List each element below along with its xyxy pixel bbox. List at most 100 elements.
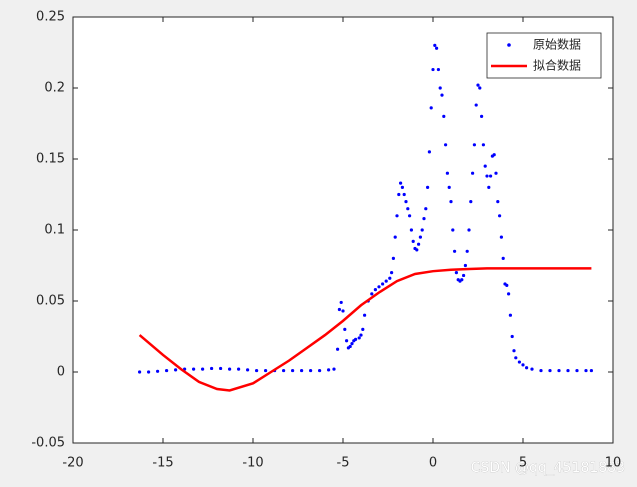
data-point — [449, 200, 453, 204]
data-point — [417, 242, 421, 246]
data-point — [343, 327, 347, 331]
data-point — [397, 192, 401, 197]
legend-label: 原始数据 — [533, 37, 581, 52]
data-point — [438, 86, 442, 90]
data-point — [589, 368, 594, 373]
data-point — [422, 217, 426, 221]
data-point — [435, 46, 439, 50]
x-tick-label: -20 — [62, 456, 83, 471]
data-point — [499, 235, 503, 239]
data-point — [440, 93, 444, 97]
data-point — [357, 336, 361, 340]
x-tick-label: 10 — [605, 456, 622, 471]
data-point — [282, 368, 286, 373]
data-point — [530, 367, 534, 371]
legend-box — [486, 32, 602, 79]
data-point — [454, 271, 458, 275]
data-point — [350, 342, 354, 346]
data-point — [332, 367, 336, 371]
data-point — [507, 292, 511, 296]
data-point — [264, 368, 268, 373]
data-point — [501, 256, 505, 260]
data-point — [400, 185, 404, 189]
fit-line — [138, 267, 592, 392]
axes-box — [72, 16, 614, 444]
data-point — [498, 214, 502, 218]
data-point — [539, 368, 543, 373]
data-point — [512, 349, 516, 353]
data-point — [165, 368, 169, 373]
data-point — [339, 300, 343, 305]
x-tick-label: 0 — [429, 456, 437, 471]
data-point — [481, 143, 485, 147]
data-point — [548, 368, 552, 373]
data-point — [156, 369, 160, 373]
data-point — [447, 185, 451, 189]
x-tick-label: -10 — [242, 456, 263, 471]
y-tick-label: 0.2 — [44, 81, 65, 96]
data-point — [415, 248, 419, 252]
data-point — [514, 356, 518, 360]
data-point — [174, 368, 178, 372]
data-point — [336, 347, 340, 351]
data-point — [237, 367, 241, 371]
data-point — [409, 228, 413, 232]
data-point — [309, 368, 313, 373]
data-point — [291, 368, 295, 373]
data-point — [381, 282, 385, 286]
data-point — [408, 214, 412, 218]
data-point — [433, 43, 437, 48]
data-point — [480, 114, 484, 118]
legend-marker — [507, 43, 511, 47]
data-point — [393, 235, 397, 239]
data-point — [402, 192, 406, 197]
data-point — [391, 256, 395, 260]
data-point — [363, 313, 367, 317]
y-tick-label: 0 — [57, 365, 65, 380]
data-point — [557, 368, 561, 373]
data-point — [300, 368, 304, 373]
data-point — [138, 370, 142, 374]
data-point — [341, 309, 345, 313]
data-point — [219, 366, 223, 371]
y-tick-label: 0.05 — [36, 294, 65, 309]
data-point — [492, 153, 496, 157]
data-point — [463, 263, 467, 268]
data-point — [483, 164, 487, 168]
data-point — [420, 228, 424, 232]
data-point — [472, 143, 476, 147]
data-point — [377, 285, 381, 289]
data-point — [384, 279, 388, 283]
data-point — [390, 271, 394, 275]
data-point — [246, 368, 250, 372]
data-point — [566, 368, 570, 373]
x-tick-label: 5 — [519, 456, 527, 471]
data-point — [445, 171, 449, 175]
legend-label: 拟合数据 — [533, 58, 581, 73]
data-point — [411, 239, 415, 243]
data-point — [424, 207, 428, 211]
data-point — [395, 214, 399, 218]
data-point — [494, 171, 498, 175]
data-point — [427, 150, 431, 154]
data-point — [210, 366, 214, 371]
data-point — [467, 228, 471, 232]
data-point — [361, 327, 365, 331]
data-point — [584, 368, 588, 373]
data-point — [469, 200, 473, 204]
data-point — [471, 171, 475, 175]
data-point — [489, 174, 493, 178]
data-point — [429, 106, 433, 110]
data-point — [442, 114, 446, 118]
data-point — [404, 200, 408, 204]
data-point — [373, 288, 377, 292]
data-point — [337, 307, 341, 312]
data-point — [436, 67, 440, 72]
data-point — [255, 368, 259, 373]
data-point — [451, 228, 455, 232]
y-tick-label: 0.25 — [36, 10, 65, 25]
data-point — [192, 367, 196, 371]
data-point — [406, 207, 410, 211]
x-tick-label: -5 — [337, 456, 350, 471]
